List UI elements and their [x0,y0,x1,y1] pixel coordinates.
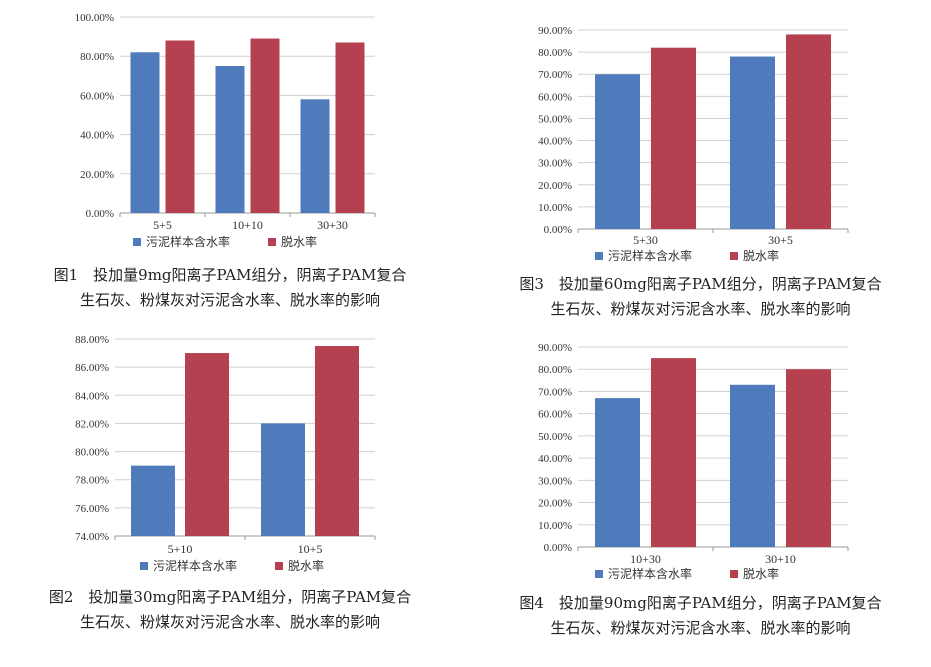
category-label: 5+10 [168,542,193,556]
chart-4-caption: 图4 投加量90mg阳离子PAM组分，阴离子PAM复合 生石灰、粉煤灰对污泥含水… [470,591,931,641]
category-label: 5+5 [153,218,172,232]
bar-water-content [730,384,775,547]
bar-water-content [215,66,245,213]
y-tick-label: 20.00% [538,498,572,510]
chart-1-svg: 0.00% 20.00% 40.00% 60.00% 80.00% 100.00% 5+5 1… [75,12,376,249]
chart-3: 0.00% 10.00% 20.00% 30.00% 40.00% 50.00% 60.00… [470,0,931,272]
y-tick-label: 84.00% [75,390,109,402]
y-tick-label: 60.00% [80,90,114,102]
y-tick-label: 60.00% [538,91,572,103]
bar-water-content [730,56,775,230]
y-tick-label: 80.00% [538,364,572,376]
legend-label: 脱水率 [743,248,779,263]
category-label: 10+30 [630,552,661,566]
legend-swatch [595,252,603,260]
y-tick-label: 100.00% [75,12,114,24]
y-tick-label: 80.00% [80,51,114,63]
chart-2-svg: 74.00% 76.00% 78.00% 80.00% 82.00% 84.00% 86.0… [75,334,376,573]
chart-3-caption: 图3 投加量60mg阳离子PAM组分，阴离子PAM复合 生石灰、粉煤灰对污泥含水… [470,272,931,322]
chart-2: 74.00% 76.00% 78.00% 80.00% 82.00% 84.00% 86.0… [0,330,460,580]
legend-label: 污泥样本含水率 [146,234,230,249]
y-tick-label: 50.00% [538,431,572,443]
legend-label: 脱水率 [743,566,779,581]
bar-dewatering-rate [651,47,696,229]
bar-dewatering-rate [786,34,831,229]
legend-label: 污泥样本含水率 [153,558,237,573]
bar-dewatering-rate [250,38,280,214]
legend-label: 污泥样本含水率 [608,566,692,581]
y-tick-label: 40.00% [538,453,572,465]
y-tick-label: 10.00% [538,202,572,214]
category-label: 30+5 [768,233,793,247]
chart-2-caption-line2: 生石灰、粉煤灰对污泥含水率、脱水率的影响 [79,613,380,631]
category-label: 30+10 [765,552,796,566]
category-label: 5+30 [633,233,658,247]
bar-water-content [131,465,175,536]
y-tick-label: 80.00% [538,47,572,59]
y-tick-label: 60.00% [538,409,572,421]
y-tick-label: 30.00% [538,475,572,487]
y-tick-label: 78.00% [75,475,109,487]
category-label: 10+5 [298,542,323,556]
legend-swatch [730,570,738,578]
bar-water-content [130,52,160,213]
chart-3-caption-line2: 生石灰、粉煤灰对污泥含水率、脱水率的影响 [550,300,851,318]
y-tick-label: 50.00% [538,113,572,125]
bar-water-content [300,99,330,213]
bar-dewatering-rate [315,346,359,536]
bar-dewatering-rate [335,42,365,214]
y-tick-label: 80.00% [75,447,109,459]
chart-2-caption-line1: 图2 投加量30mg阳离子PAM组分，阴离子PAM复合 [48,588,412,606]
bar-dewatering-rate [786,369,831,547]
y-tick-label: 10.00% [538,520,572,532]
y-tick-label: 0.00% [86,208,114,220]
legend-swatch [730,252,738,260]
y-tick-label: 70.00% [538,69,572,81]
chart-4: 0.00% 10.00% 20.00% 30.00% 40.00% 50.00% 60.00… [470,335,931,590]
y-tick-label: 86.00% [75,362,109,374]
legend-label: 脱水率 [281,234,317,249]
legend-swatch [275,562,283,570]
y-tick-label: 90.00% [538,342,572,354]
y-tick-label: 40.00% [80,130,114,142]
bar-dewatering-rate [651,358,696,547]
y-tick-label: 88.00% [75,334,109,346]
y-tick-label: 20.00% [538,180,572,192]
y-tick-label: 0.00% [544,224,572,236]
chart-1-caption-line2: 生石灰、粉煤灰对污泥含水率、脱水率的影响 [79,291,380,309]
chart-4-svg: 0.00% 10.00% 20.00% 30.00% 40.00% 50.00% 60.00… [538,342,849,581]
bar-dewatering-rate [185,353,229,536]
y-tick-label: 30.00% [538,158,572,170]
y-tick-label: 90.00% [538,25,572,37]
chart-4-caption-line1: 图4 投加量90mg阳离子PAM组分，阴离子PAM复合 [519,594,882,612]
chart-1-caption: 图1 投加量9mg阳离子PAM组分，阴离子PAM复合 生石灰、粉煤灰对污泥含水率… [0,263,460,313]
chart-3-svg: 0.00% 10.00% 20.00% 30.00% 40.00% 50.00% 60.00… [538,25,849,263]
category-label: 10+10 [232,218,263,232]
chart-1: 0.00% 20.00% 40.00% 60.00% 80.00% 100.00% 5+5 1… [0,0,460,262]
legend-swatch [268,238,276,246]
bar-water-content [595,398,640,547]
y-tick-label: 40.00% [538,136,572,148]
legend-label: 污泥样本含水率 [608,248,692,263]
y-tick-label: 76.00% [75,503,109,515]
legend-swatch [595,570,603,578]
y-tick-label: 20.00% [80,169,114,181]
y-tick-label: 74.00% [75,531,109,543]
chart-4-caption-line2: 生石灰、粉煤灰对污泥含水率、脱水率的影响 [550,619,851,637]
legend-swatch [133,238,141,246]
category-label: 30+30 [317,218,348,232]
legend-label: 脱水率 [288,558,324,573]
y-tick-label: 70.00% [538,386,572,398]
bar-water-content [261,423,305,536]
bar-water-content [595,74,640,229]
chart-3-caption-line1: 图3 投加量60mg阳离子PAM组分，阴离子PAM复合 [519,275,882,293]
chart-1-caption-line1: 图1 投加量9mg阳离子PAM组分，阴离子PAM复合 [53,266,407,284]
legend-swatch [140,562,148,570]
chart-2-caption: 图2 投加量30mg阳离子PAM组分，阴离子PAM复合 生石灰、粉煤灰对污泥含水… [0,585,460,635]
y-tick-label: 82.00% [75,418,109,430]
y-tick-label: 0.00% [544,542,572,554]
bar-dewatering-rate [165,40,195,213]
